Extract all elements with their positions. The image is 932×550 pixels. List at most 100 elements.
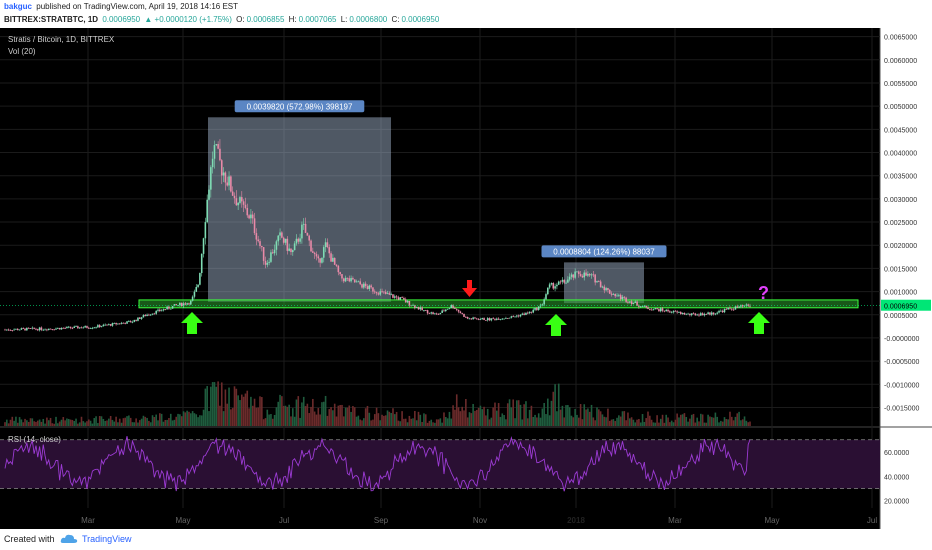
price-tick-label: -0.0015000 <box>884 405 920 412</box>
volume-bar <box>308 413 310 426</box>
candle-body <box>44 329 46 331</box>
annotation-arrows[interactable]: ? <box>181 280 770 336</box>
volume-bar <box>33 421 35 426</box>
volume-bar <box>672 422 675 426</box>
candle-body <box>49 328 52 330</box>
candle-body <box>650 309 653 311</box>
volume-bar <box>725 419 728 426</box>
candle-body <box>213 145 216 159</box>
volume-bar <box>492 407 494 426</box>
candle-body <box>432 312 434 315</box>
volume-bar <box>109 415 112 426</box>
volume-bar <box>534 414 536 426</box>
volume-bar <box>548 415 551 426</box>
candle-body <box>386 293 389 295</box>
candle-body <box>159 309 161 311</box>
candle-body <box>137 317 139 321</box>
volume-bar <box>532 416 535 426</box>
volume-bar <box>368 412 371 426</box>
volume-bar <box>394 414 396 426</box>
time-tick-label: Mar <box>668 516 682 525</box>
volume-bar <box>117 422 119 426</box>
candle-body <box>275 241 278 250</box>
candle-body <box>13 329 15 331</box>
chart-canvas[interactable]: 0.0039820 (572.98%) 398197 0.0008804 (124… <box>0 28 932 529</box>
candle-body <box>219 148 221 161</box>
candle-body <box>328 247 331 254</box>
candle-body <box>472 317 474 320</box>
volume-bar <box>27 421 30 426</box>
volume-bar <box>370 420 372 426</box>
candle-body <box>257 239 259 242</box>
price-tick-label: 0.0015000 <box>884 266 917 273</box>
volume-bar <box>215 386 218 426</box>
candle-body <box>630 301 633 305</box>
volume-bar <box>647 411 649 426</box>
volume-bar <box>741 419 744 426</box>
candle-body <box>457 309 460 312</box>
volume-bar <box>288 404 290 426</box>
volume-bar <box>366 405 369 426</box>
volume-bar <box>505 419 507 426</box>
candle-body <box>304 223 307 233</box>
candle-body <box>545 294 547 300</box>
candle-body <box>721 310 724 313</box>
volume-bar <box>503 415 505 426</box>
candle-body <box>647 307 649 309</box>
measurement-box <box>208 117 391 302</box>
author-link[interactable]: bakguc <box>4 2 33 11</box>
volume-bar <box>58 421 61 426</box>
volume-bar <box>335 416 338 426</box>
candle-body <box>271 252 274 254</box>
volume-bar <box>512 399 515 426</box>
volume-bar <box>301 402 303 426</box>
volume-bar <box>293 416 296 426</box>
time-tick-label: May <box>764 516 779 525</box>
candle-body <box>224 172 227 183</box>
volume-bar <box>437 419 440 426</box>
candle-body <box>359 281 361 285</box>
candle-body <box>712 312 715 315</box>
candle-body <box>46 329 48 331</box>
candle-body <box>450 305 453 308</box>
volume-bar <box>184 412 187 426</box>
volume-bar <box>519 404 522 426</box>
candle-body <box>226 182 229 186</box>
candle-body <box>36 329 39 331</box>
rsi-legend: RSI (14, close) <box>8 435 61 444</box>
candle-body <box>86 326 88 328</box>
candle-body <box>412 304 414 306</box>
footer: Created with TradingView <box>0 529 932 550</box>
volume-bar <box>669 422 671 426</box>
volume-bar <box>392 408 394 426</box>
volume-bar <box>242 396 245 426</box>
volume-bar <box>244 393 247 426</box>
candle-body <box>519 314 522 317</box>
candle-body <box>401 297 403 299</box>
candle-body <box>494 318 496 320</box>
created-with-text: Created with <box>4 534 55 544</box>
candle-body <box>623 296 626 298</box>
volume-bar <box>428 420 431 426</box>
candle-body <box>330 253 332 262</box>
volume-bar <box>412 418 414 426</box>
volume-bar <box>138 420 141 426</box>
support-zone[interactable] <box>138 299 859 309</box>
candle-body <box>394 296 396 298</box>
volume-bar <box>690 414 693 426</box>
up-arrow-icon <box>545 314 567 336</box>
volume-bar <box>565 405 567 426</box>
candle-body <box>211 158 214 168</box>
candle-body <box>443 310 445 312</box>
candle-body <box>237 202 239 206</box>
candle-body <box>468 318 471 320</box>
volume-bar <box>284 405 287 426</box>
candle-body <box>390 294 392 296</box>
tradingview-brand-link[interactable]: TradingView <box>82 534 132 544</box>
volume-bar <box>649 415 651 426</box>
measurement-boxes[interactable]: 0.0039820 (572.98%) 398197 0.0008804 (124… <box>208 100 667 304</box>
volume-bar <box>477 407 480 426</box>
candle-body <box>435 313 438 315</box>
candle-body <box>406 300 409 303</box>
volume-bar <box>189 413 192 426</box>
